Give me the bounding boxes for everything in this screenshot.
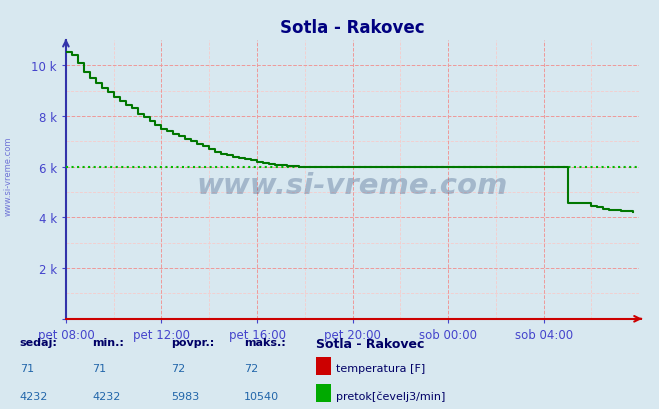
Text: maks.:: maks.: <box>244 337 285 347</box>
Text: sedaj:: sedaj: <box>20 337 57 347</box>
Text: 72: 72 <box>171 363 186 373</box>
Text: min.:: min.: <box>92 337 124 347</box>
Bar <box>316 357 331 375</box>
Text: 72: 72 <box>244 363 258 373</box>
Text: temperatura [F]: temperatura [F] <box>336 363 425 373</box>
Title: Sotla - Rakovec: Sotla - Rakovec <box>280 19 425 36</box>
Text: pretok[čevelj3/min]: pretok[čevelj3/min] <box>336 391 445 402</box>
Text: 4232: 4232 <box>92 391 121 401</box>
Text: 4232: 4232 <box>20 391 48 401</box>
Text: 71: 71 <box>92 363 106 373</box>
Text: Sotla - Rakovec: Sotla - Rakovec <box>316 337 424 350</box>
Text: 5983: 5983 <box>171 391 200 401</box>
Text: www.si-vreme.com: www.si-vreme.com <box>3 136 13 216</box>
Text: www.si-vreme.com: www.si-vreme.com <box>197 171 508 200</box>
Text: 71: 71 <box>20 363 34 373</box>
Text: 10540: 10540 <box>244 391 279 401</box>
Text: povpr.:: povpr.: <box>171 337 215 347</box>
Bar <box>316 384 331 402</box>
